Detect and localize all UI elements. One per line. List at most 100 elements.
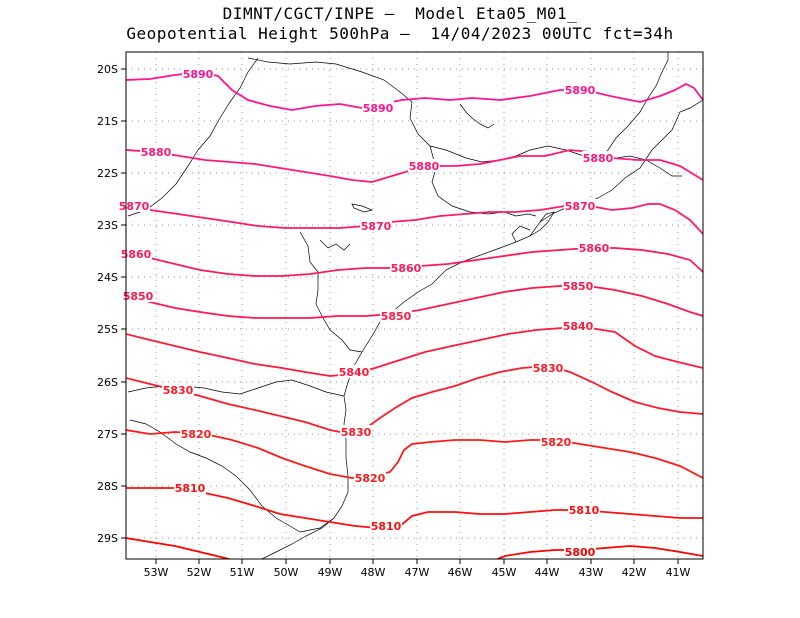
contour-label-5840: 5840 <box>339 366 370 379</box>
lon-tick-label: 49W <box>318 566 343 579</box>
contour-5830 <box>126 365 703 435</box>
contour-label-5830: 5830 <box>163 384 194 397</box>
contour-label-bg <box>564 545 596 558</box>
contour-label-bg <box>562 279 594 292</box>
contour-label-bg <box>120 247 152 260</box>
contour-label-5830: 5830 <box>341 426 372 439</box>
contour-label-5820: 5820 <box>541 436 572 449</box>
lat-tick-label: 21S <box>97 115 118 128</box>
contour-label-bg <box>140 145 172 158</box>
lat-tick-label: 22S <box>97 167 118 180</box>
river-lake-3 <box>319 239 351 251</box>
state-border-7 <box>127 379 345 397</box>
contour-label-bg <box>360 219 392 232</box>
contour-label-bg <box>578 241 610 254</box>
longitude-axis: 53W 52W 51W 50W 49W 48W 47W 46W 45W 44W 43W 42W 41W <box>144 559 691 579</box>
title-line-2: Geopotential Height 500hPa – 14/04/2023 … <box>126 24 674 43</box>
contour-label-bg <box>390 261 422 274</box>
lon-tick-label: 43W <box>579 566 604 579</box>
contour-label-bg <box>122 289 154 302</box>
contour-5820 <box>126 429 703 479</box>
contour-label-bg <box>540 435 572 448</box>
lat-tick-label: 23S <box>97 219 118 232</box>
lon-tick-label: 46W <box>448 566 473 579</box>
coastline-borders <box>127 52 703 559</box>
contour-5800 <box>126 537 703 559</box>
coastline-bay-1 <box>529 211 555 237</box>
contour-label-bg <box>340 425 372 438</box>
contour-label-5840: 5840 <box>563 320 594 333</box>
contour-labels: 5890 5890 5890 5880 5880 5880 5870 5870 5870 5860… <box>118 67 614 559</box>
contour-label-5870: 5870 <box>565 200 596 213</box>
contour-label-5880: 5880 <box>583 152 614 165</box>
lon-tick-label: 42W <box>622 566 647 579</box>
contour-label-bg <box>370 519 402 532</box>
lat-tick-label: 25S <box>97 323 118 336</box>
contour-label-bg <box>174 481 206 494</box>
contour-label-bg <box>182 67 214 80</box>
contour-label-5860: 5860 <box>579 242 610 255</box>
title-line-1: DIMNT/CGCT/INPE – Model Eta05_M01_ <box>222 4 578 23</box>
contour-label-5810: 5810 <box>175 482 206 495</box>
height-contours <box>126 71 703 559</box>
lon-tick-label: 44W <box>535 566 560 579</box>
contour-label-5800: 5800 <box>565 546 596 559</box>
contour-label-bg <box>532 361 564 374</box>
plot-frame <box>125 51 704 560</box>
contour-label-5850: 5850 <box>381 310 412 323</box>
graticule-grid <box>126 52 703 559</box>
contour-5870 <box>126 203 703 235</box>
contour-label-5860: 5860 <box>121 248 152 261</box>
contour-5840 <box>126 327 703 377</box>
contour-label-bg <box>568 503 600 516</box>
contour-label-bg <box>408 159 440 172</box>
contour-label-5890: 5890 <box>363 102 394 115</box>
lon-tick-label: 45W <box>492 566 517 579</box>
lat-tick-label: 26S <box>97 376 118 389</box>
contour-label-5820: 5820 <box>181 428 212 441</box>
contour-5890 <box>126 71 703 111</box>
contour-label-bg <box>362 101 394 114</box>
contour-label-bg <box>338 365 370 378</box>
lat-tick-label: 20S <box>97 63 118 76</box>
lon-tick-label: 51W <box>230 566 255 579</box>
lon-tick-label: 47W <box>405 566 430 579</box>
coastline-bay-2 <box>511 225 531 243</box>
state-border-8 <box>129 419 335 533</box>
contour-label-bg <box>162 383 194 396</box>
lon-tick-label: 53W <box>144 566 169 579</box>
contour-label-5880: 5880 <box>409 160 440 173</box>
state-border-5 <box>429 145 537 217</box>
contour-label-5860: 5860 <box>391 262 422 275</box>
contour-label-5830: 5830 <box>533 362 564 375</box>
contour-label-5820: 5820 <box>355 472 386 485</box>
contour-label-bg <box>582 151 614 164</box>
contour-label-5870: 5870 <box>361 220 392 233</box>
state-border-4 <box>599 52 669 161</box>
state-border-2 <box>247 57 531 163</box>
state-border-6 <box>299 231 363 353</box>
lon-tick-label: 52W <box>187 566 212 579</box>
lat-tick-label: 28S <box>97 480 118 493</box>
lat-tick-label: 27S <box>97 428 118 441</box>
contour-label-bg <box>564 199 596 212</box>
contour-label-bg <box>564 83 596 96</box>
river-lake-1 <box>351 203 374 213</box>
contour-label-5810: 5810 <box>371 520 402 533</box>
contour-5810 <box>126 487 703 529</box>
contour-label-5880: 5880 <box>141 146 172 159</box>
coastline <box>261 99 703 559</box>
lon-tick-label: 41W <box>666 566 691 579</box>
state-border-1 <box>127 57 259 217</box>
contour-label-5850: 5850 <box>563 280 594 293</box>
contour-label-bg <box>380 309 412 322</box>
contour-label-bg <box>562 319 594 332</box>
latitude-axis: 20S 21S 22S 23S 24S 25S 26S 27S 28S 29S <box>97 63 126 545</box>
contour-label-bg <box>354 471 386 484</box>
lat-tick-label: 24S <box>97 271 118 284</box>
contour-label-5810: 5810 <box>569 504 600 517</box>
contour-label-5890: 5890 <box>565 84 596 97</box>
contour-label-5890: 5890 <box>183 68 214 81</box>
contour-5850 <box>126 285 703 319</box>
